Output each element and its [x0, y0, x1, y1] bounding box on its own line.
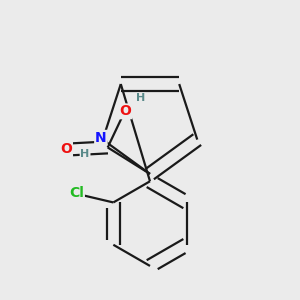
Text: O: O	[60, 142, 72, 156]
Text: H: H	[136, 94, 146, 103]
Text: H: H	[80, 148, 90, 159]
Text: N: N	[95, 131, 107, 145]
Text: Cl: Cl	[69, 186, 84, 200]
Text: O: O	[119, 104, 131, 118]
